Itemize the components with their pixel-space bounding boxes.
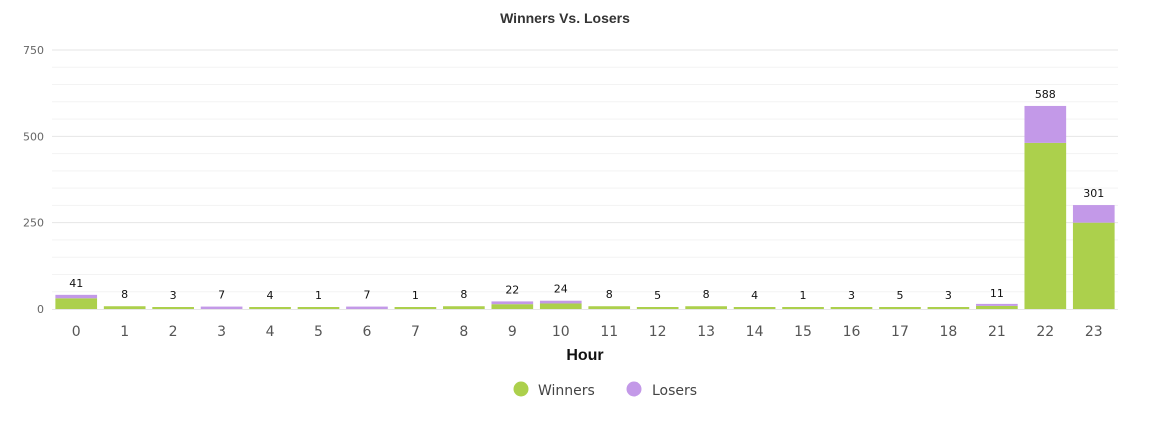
x-tick-label: 14	[746, 324, 764, 340]
bar-winners	[976, 305, 1018, 309]
x-tick-label: 1	[120, 324, 129, 340]
x-tick-label: 5	[314, 324, 323, 340]
legend-marker-losers	[626, 381, 642, 397]
bar-winners	[443, 306, 485, 309]
legend: Winners Losers	[513, 381, 697, 399]
bar-winners	[394, 307, 437, 309]
bar-losers	[200, 306, 243, 309]
y-tick-label: 0	[37, 303, 44, 316]
x-tick-label: 6	[362, 324, 371, 340]
data-label: 22	[505, 283, 519, 296]
bar-winners	[1072, 222, 1115, 309]
bar-winners	[588, 306, 631, 309]
data-label: 8	[606, 288, 613, 301]
x-tick-label: 18	[939, 324, 957, 340]
data-label: 41	[69, 277, 83, 290]
bar-winners	[879, 307, 921, 309]
bar-winners	[927, 307, 970, 309]
x-tick-label: 15	[794, 324, 812, 340]
data-label: 4	[267, 289, 274, 302]
bar-winners	[491, 304, 534, 309]
bar-winners	[1024, 142, 1067, 309]
data-label: 8	[121, 288, 128, 301]
chart-title: Winners Vs. Losers	[500, 10, 630, 26]
data-label: 24	[554, 283, 568, 296]
grid-lines	[52, 49, 1118, 310]
data-label: 1	[800, 289, 807, 302]
bar-winners	[249, 307, 291, 309]
x-tick-label: 8	[459, 324, 468, 340]
data-label: 7	[218, 289, 225, 302]
x-tick-label: 0	[72, 324, 81, 340]
x-tick-label: 21	[988, 324, 1006, 340]
x-tick-label: 4	[266, 324, 275, 340]
bar-winners	[636, 307, 679, 309]
data-label: 5	[654, 289, 661, 302]
data-label: 3	[170, 289, 177, 302]
data-label: 588	[1035, 88, 1056, 101]
bar-losers	[55, 294, 98, 299]
legend-label-winners: Winners	[538, 383, 595, 399]
data-label: 5	[896, 289, 903, 302]
legend-marker-winners	[513, 381, 529, 397]
y-tick-label: 750	[23, 44, 44, 57]
data-label: 8	[460, 288, 467, 301]
y-tick-label: 500	[23, 130, 44, 143]
bar-losers	[1024, 105, 1067, 143]
data-label: 11	[990, 287, 1004, 300]
data-label: 1	[412, 289, 419, 302]
x-tick-label: 16	[843, 324, 861, 340]
x-tick-label: 7	[411, 324, 420, 340]
bar-winners	[733, 307, 776, 309]
data-label: 301	[1083, 187, 1104, 200]
legend-label-losers: Losers	[652, 383, 697, 399]
bar-winners	[539, 303, 582, 309]
x-tick-label: 17	[891, 324, 909, 340]
bar-winners	[55, 298, 98, 309]
bar-winners	[152, 307, 194, 309]
y-tick-label: 250	[23, 217, 44, 230]
bar-winners	[297, 307, 340, 309]
data-label: 8	[703, 288, 710, 301]
bar-winners	[103, 306, 146, 309]
x-tick-label: 13	[697, 324, 715, 340]
bar-losers	[346, 306, 388, 309]
x-axis-title: Hour	[566, 347, 603, 364]
data-label: 3	[848, 289, 855, 302]
x-tick-label: 11	[600, 324, 618, 340]
bar-losers	[976, 303, 1018, 306]
bar-losers	[491, 301, 534, 305]
x-tick-label: 22	[1036, 324, 1054, 340]
y-axis: 0 250 500 750	[23, 44, 44, 316]
data-label: 7	[363, 289, 370, 302]
bar-losers	[539, 300, 582, 304]
x-tick-label: 3	[217, 324, 226, 340]
x-tick-label: 9	[508, 324, 517, 340]
x-axis: 0 1 2 3 4 5 6 7 8 9 10 11 12 13 14 15 16 17 18 21 22 23	[72, 324, 1103, 340]
x-tick-label: 10	[552, 324, 570, 340]
bar-winners	[685, 306, 727, 309]
bar-winners	[782, 307, 824, 309]
data-label: 4	[751, 289, 758, 302]
x-tick-label: 2	[169, 324, 178, 340]
bars	[55, 105, 1115, 309]
x-tick-label: 12	[649, 324, 667, 340]
data-label: 3	[945, 289, 952, 302]
bar-losers	[1072, 205, 1115, 223]
bar-winners	[830, 307, 873, 309]
x-tick-label: 23	[1085, 324, 1103, 340]
data-label: 1	[315, 289, 322, 302]
